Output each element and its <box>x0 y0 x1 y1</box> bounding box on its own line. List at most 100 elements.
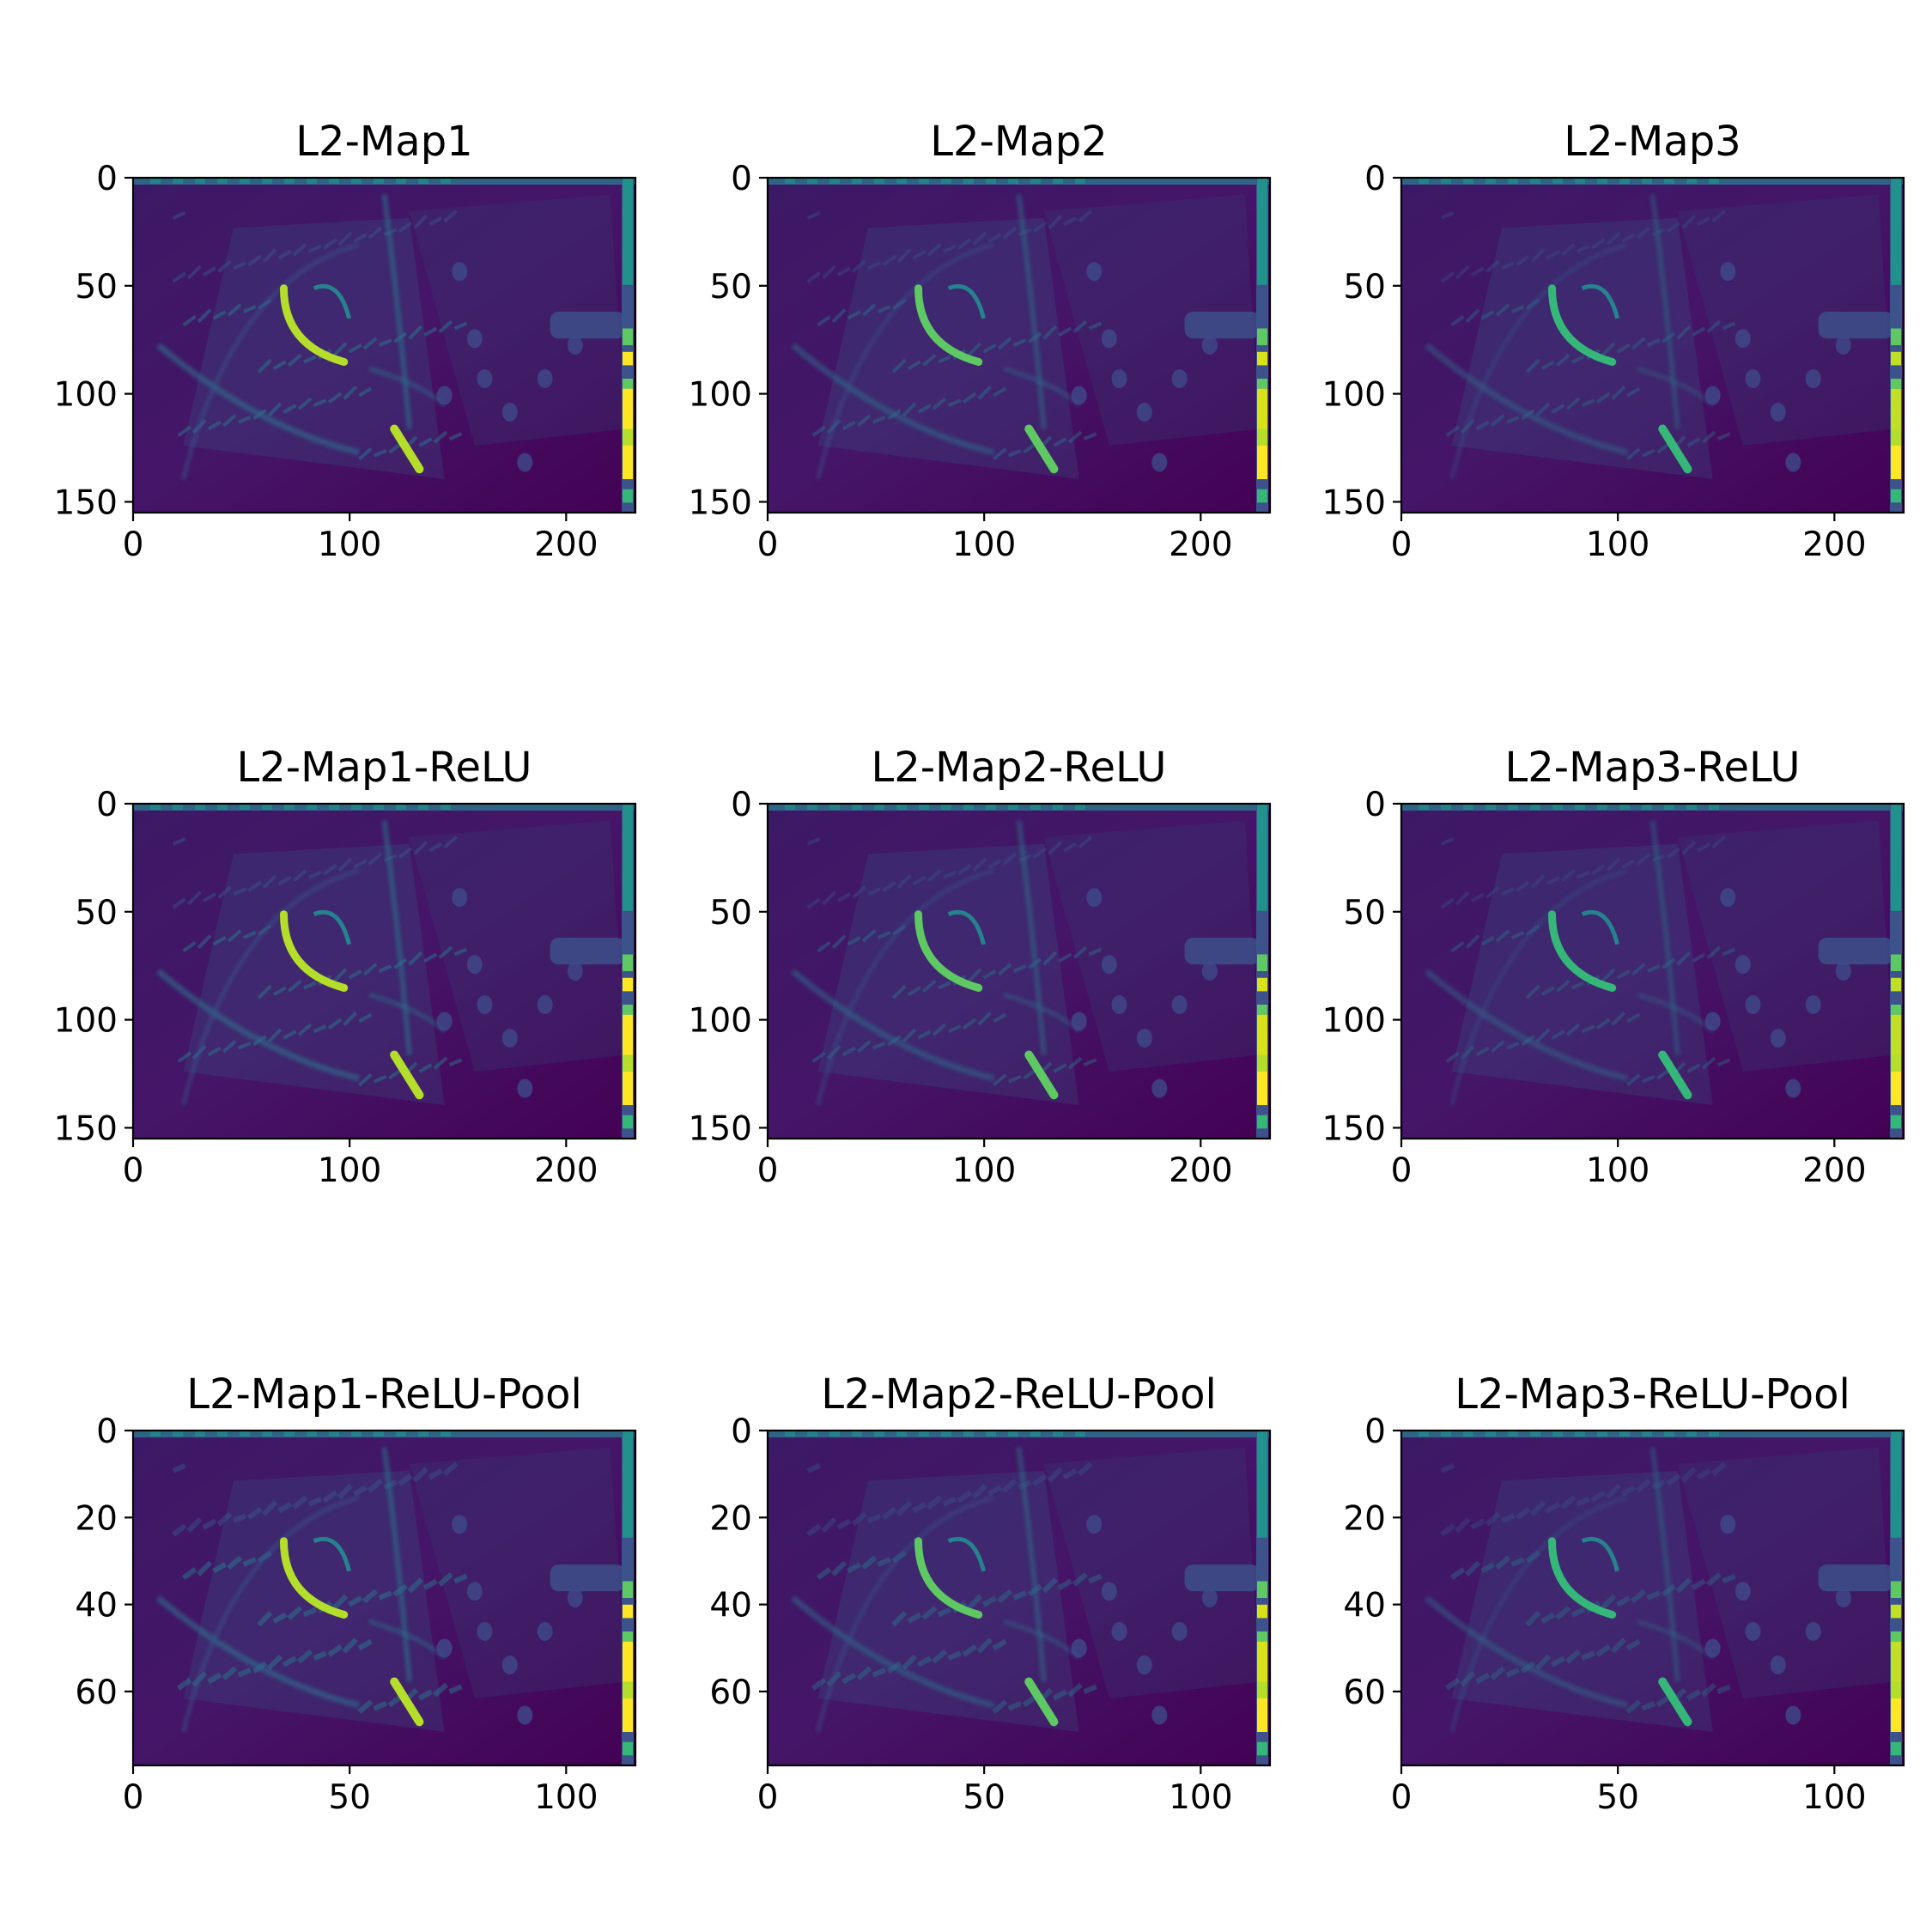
fur-stroke <box>332 968 348 983</box>
fur-stroke <box>891 1611 908 1627</box>
fur-stroke <box>186 890 202 906</box>
fur-stroke <box>947 398 962 408</box>
x-tick-label: 100 <box>534 1778 598 1817</box>
subplot-title: L2-Map2-ReLU-Pool <box>821 1370 1217 1419</box>
background-blob <box>1785 1078 1801 1098</box>
fur-stroke <box>1616 343 1631 354</box>
fur-stroke <box>982 343 997 354</box>
x-tick-label: 50 <box>963 1778 1005 1817</box>
fur-stroke <box>807 210 821 220</box>
right-edge-highlight <box>1257 446 1267 479</box>
background-blob <box>1071 1638 1087 1658</box>
fur-stroke <box>1441 210 1455 220</box>
top-edge-dash <box>1053 1431 1063 1437</box>
top-edge-dash <box>1030 804 1041 810</box>
right-edge-highlight <box>1257 428 1267 446</box>
background-blob <box>1785 1705 1801 1725</box>
fur-stroke <box>891 984 907 999</box>
fur-stroke <box>987 859 1002 869</box>
top-edge-dash <box>217 804 228 810</box>
background-blob <box>517 1078 533 1098</box>
right-edge-highlight <box>1891 178 1901 285</box>
fur-stroke <box>362 963 378 976</box>
right-edge-highlight <box>1257 1681 1267 1698</box>
right-edge-highlight <box>623 1072 633 1105</box>
fur-stroke <box>922 353 937 367</box>
fur-stroke <box>836 1518 852 1530</box>
cheek-edge <box>1425 343 1629 456</box>
y-tick-label: 40 <box>1343 1587 1386 1625</box>
right-edge-highlight <box>1891 1115 1901 1129</box>
fur-stroke <box>353 233 368 243</box>
x-tick-label: 200 <box>534 526 598 564</box>
fur-stroke <box>806 1523 822 1537</box>
fur-stroke <box>173 836 186 846</box>
fur-stroke <box>1595 1643 1611 1657</box>
subplot-4: 0 100 200 0 50 100 150 L2-Map1-ReLU <box>54 744 637 1190</box>
cheek-edge <box>791 969 995 1082</box>
top-edge-dash <box>329 804 339 810</box>
feature-map-image <box>133 1431 635 1765</box>
fur-stroke <box>1067 1682 1083 1698</box>
fur-stroke <box>297 1023 313 1036</box>
fur-stroke <box>1032 1473 1048 1486</box>
subplot-title: L2-Map3-ReLU <box>1505 744 1801 792</box>
fur-stroke <box>957 864 972 876</box>
fur-stroke <box>1656 442 1671 454</box>
nose-bridge-edge <box>1016 1447 1047 1682</box>
fur-stroke <box>1595 1018 1611 1030</box>
fur-stroke <box>967 342 982 357</box>
fur-stroke <box>287 1606 303 1620</box>
fur-stroke <box>277 875 292 886</box>
x-tick-label: 0 <box>123 1778 144 1817</box>
fur-stroke <box>1636 226 1651 240</box>
fur-stroke <box>1048 841 1063 855</box>
fur-stroke <box>438 319 453 333</box>
fur-stroke <box>1470 266 1485 276</box>
right-edge-highlight <box>623 178 633 285</box>
right-edge-highlight <box>1891 804 1901 911</box>
fur-stroke <box>1581 1650 1595 1661</box>
fur-stroke <box>1088 947 1103 957</box>
background-blob <box>1071 1012 1087 1031</box>
cheek-edge <box>1425 969 1629 1082</box>
fur-stroke <box>982 1595 998 1607</box>
fur-stroke <box>1681 841 1697 855</box>
subplot-5: 0 100 200 0 50 100 150 L2-Map2-ReLU <box>689 744 1272 1190</box>
fur-stroke <box>872 415 886 424</box>
right-edge-highlight <box>1257 1014 1267 1055</box>
x-tick-label: 100 <box>1586 526 1649 564</box>
top-edge-dash <box>896 804 907 810</box>
fur-stroke <box>418 1063 433 1073</box>
fur-stroke <box>442 1461 459 1476</box>
fur-stroke <box>1470 1518 1485 1530</box>
cheek-edge <box>1425 1595 1629 1709</box>
right-edge-highlight <box>1257 1115 1267 1129</box>
fur-stroke <box>921 1606 938 1620</box>
fur-stroke <box>1485 885 1500 899</box>
right-edge-highlight <box>1257 328 1267 345</box>
top-edge-dash <box>262 804 272 810</box>
face-region <box>1677 194 1894 446</box>
head-edge <box>181 1495 360 1733</box>
right-edge-highlight <box>1257 178 1267 285</box>
right-edge-highlight <box>1891 1698 1901 1732</box>
x-tick-label: 200 <box>1802 1151 1866 1190</box>
fur-stroke <box>378 964 392 973</box>
fur-stroke <box>1002 226 1018 240</box>
background-blob <box>501 403 518 422</box>
fur-stroke <box>1465 308 1480 324</box>
edge-strokes <box>1425 194 1715 480</box>
fur-stroke <box>847 310 861 320</box>
background-blob <box>1745 995 1761 1014</box>
subplot-title: L2-Map3 <box>1564 118 1741 166</box>
fur-stroke <box>977 1011 993 1026</box>
eye-inner-edge <box>1581 283 1619 319</box>
image-tint <box>1401 1431 1904 1765</box>
fur-stroke <box>357 1699 374 1714</box>
background-blob <box>1720 888 1736 908</box>
fur-stroke <box>1546 249 1560 260</box>
fur-stroke <box>197 308 212 324</box>
background-blob <box>567 962 583 981</box>
top-edge-dash <box>874 804 884 810</box>
